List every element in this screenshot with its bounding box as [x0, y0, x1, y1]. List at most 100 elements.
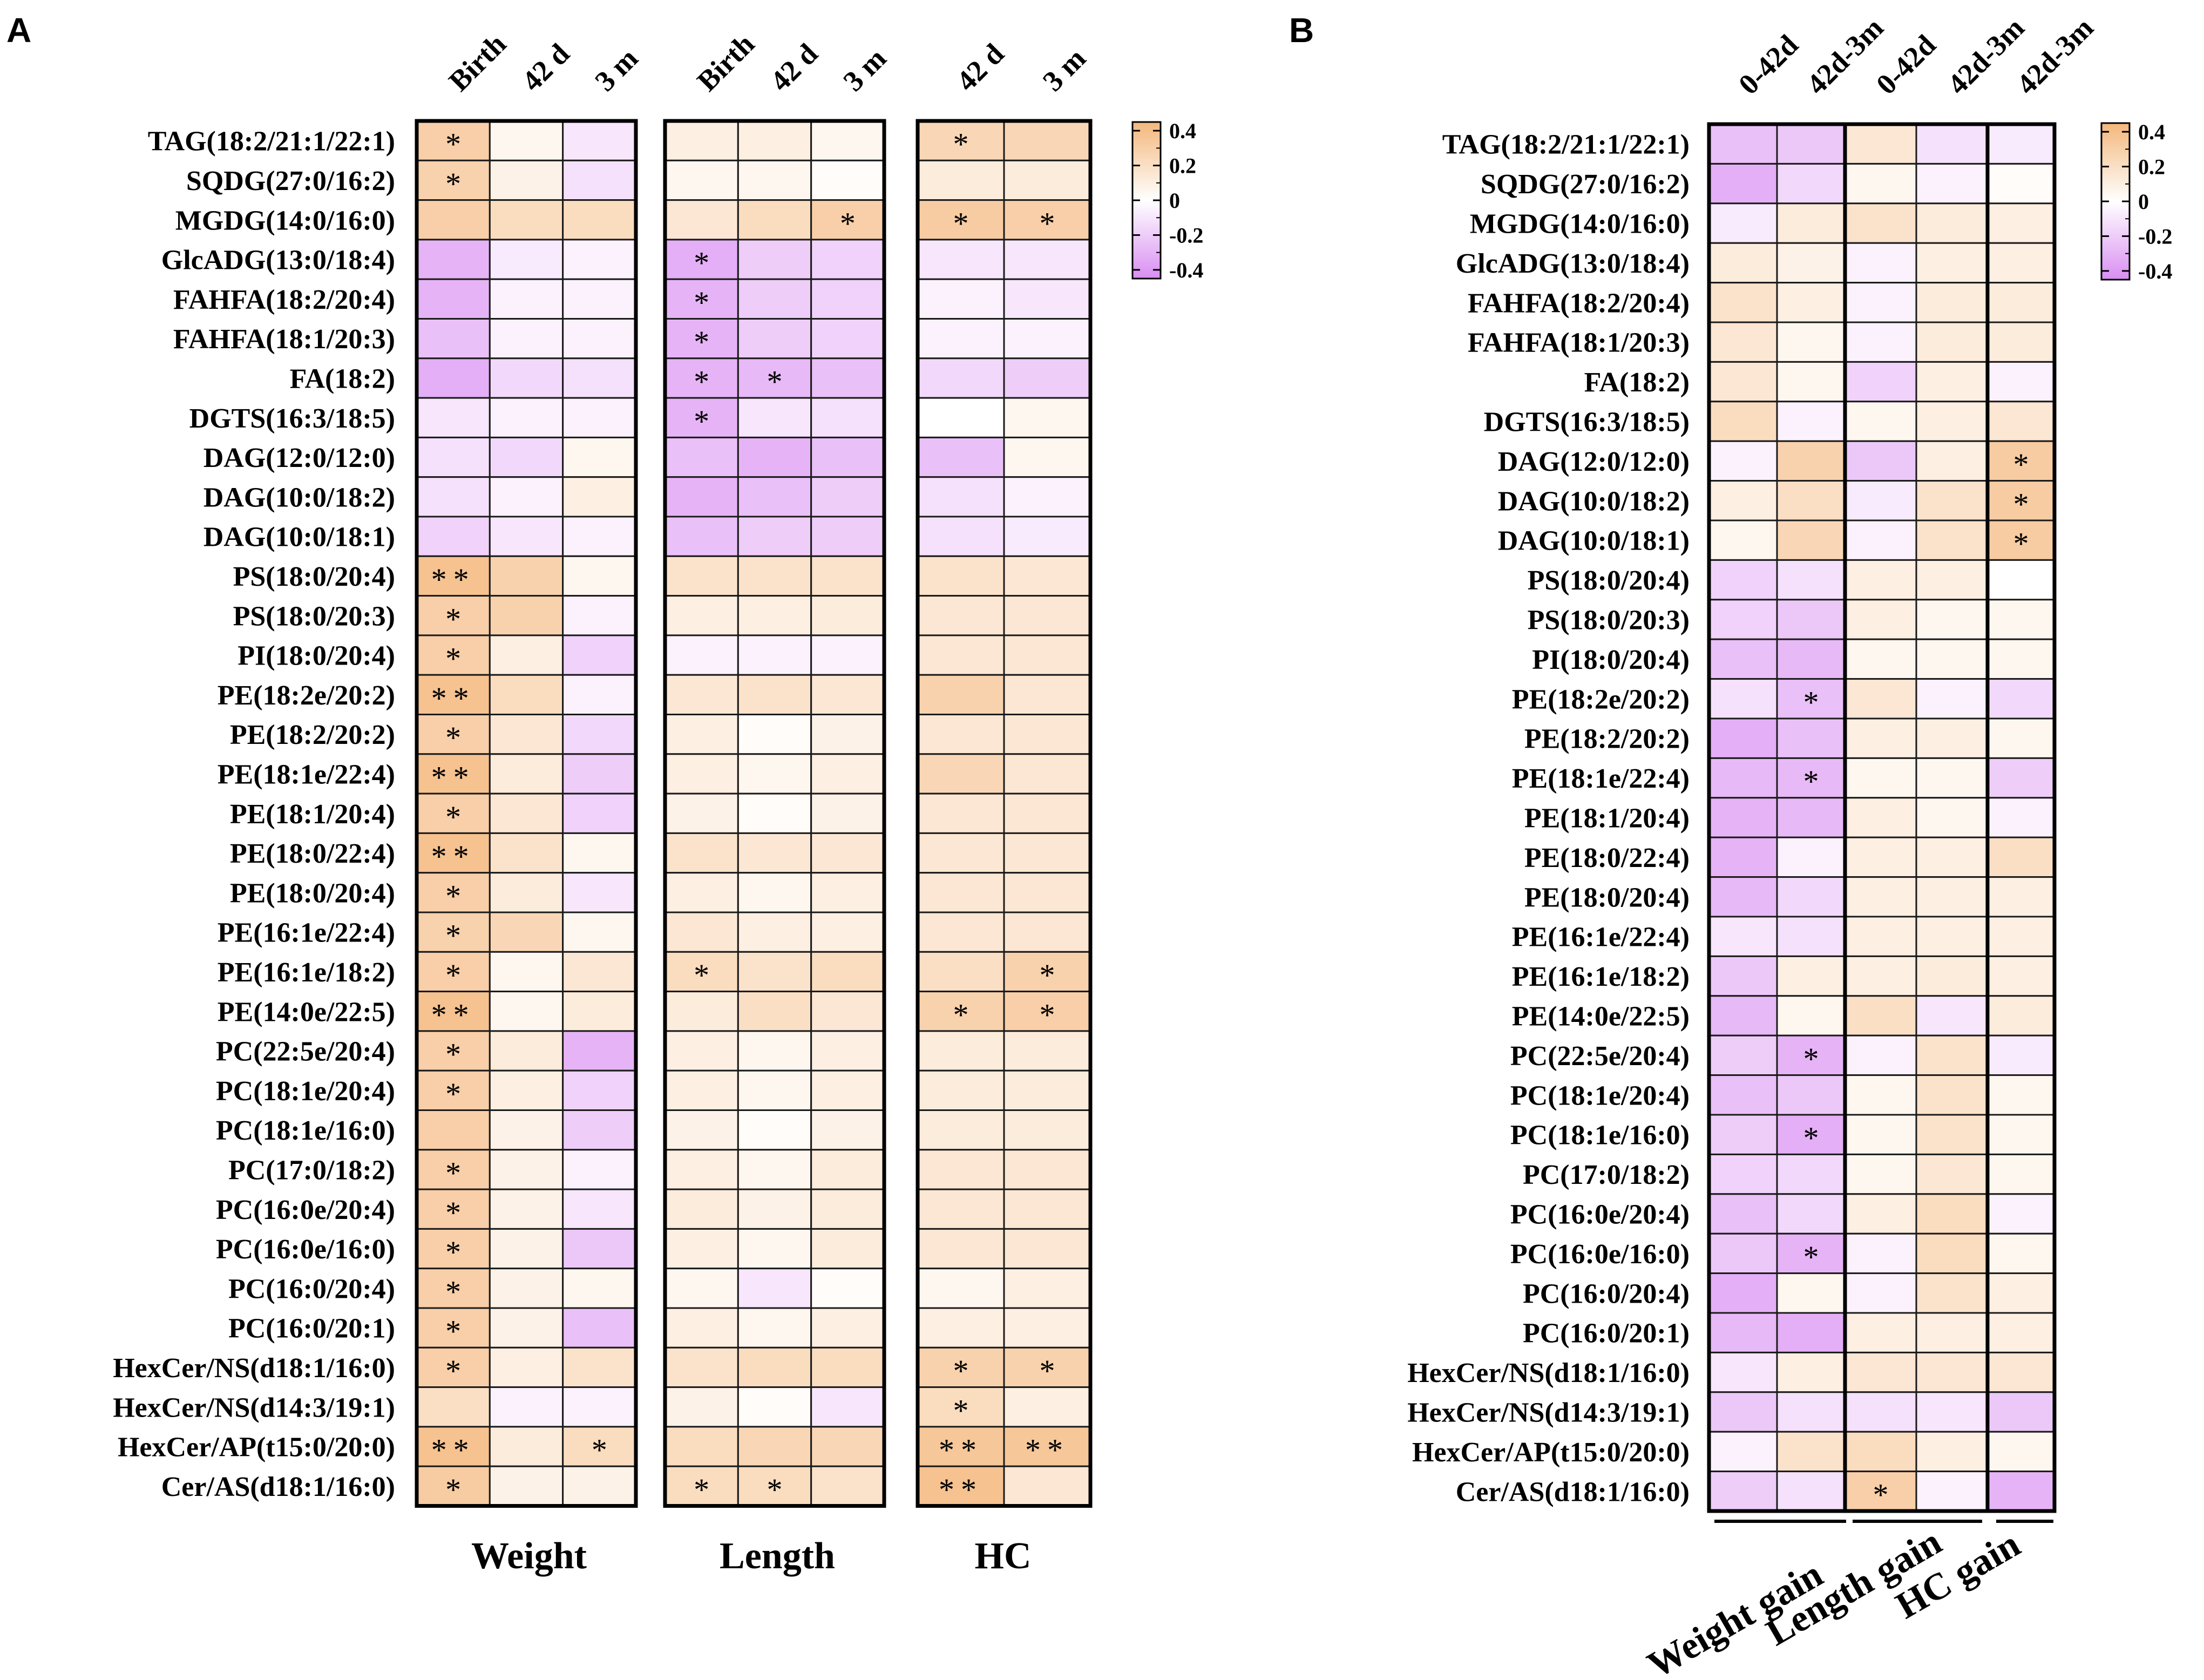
heatmap-cell — [737, 1149, 812, 1190]
heatmap-cell — [1844, 1351, 1917, 1393]
heatmap-cell — [664, 1228, 739, 1270]
heatmap-cell — [664, 1069, 739, 1111]
heatmap-cell — [1986, 1391, 2056, 1433]
heatmap-cell — [917, 1149, 1005, 1190]
heatmap-cell — [489, 199, 564, 241]
heatmap-cell — [917, 1069, 1005, 1111]
row-label: FA(18:2) — [290, 363, 395, 394]
heatmap-cell — [489, 1386, 564, 1428]
heatmap-cell — [489, 1228, 564, 1270]
heatmap-cell — [1776, 361, 1846, 403]
heatmap-cell — [737, 634, 812, 676]
heatmap-cell — [1844, 1114, 1917, 1155]
significance-mark: * — [694, 324, 709, 360]
heatmap-cell — [1844, 717, 1917, 759]
heatmap-cell — [664, 1307, 739, 1349]
heatmap-cell — [1915, 1471, 1989, 1512]
row-label: DAG(12:0/12:0) — [1498, 446, 1690, 477]
heatmap-cell — [737, 674, 812, 715]
heatmap-cell — [810, 278, 885, 320]
heatmap-cell — [917, 674, 1005, 715]
heatmap-block-border — [1985, 122, 2057, 1513]
heatmap-cell — [1915, 995, 1989, 1037]
heatmap-cell — [737, 991, 812, 1032]
heatmap-cell — [1844, 321, 1917, 363]
heatmap-cell — [917, 1307, 1005, 1349]
column-label: 3 m — [588, 42, 644, 98]
row-label: PE(18:0/22:4) — [230, 838, 395, 869]
row-label: DGTS(16:3/18:5) — [189, 403, 395, 434]
significance-mark: * — [445, 1353, 461, 1388]
heatmap-cell — [1844, 123, 1917, 165]
heatmap-cell — [416, 239, 491, 280]
significance-mark: * — [1803, 1121, 1819, 1156]
significance-mark: * — [1803, 1041, 1819, 1076]
significance-mark: * — [445, 1195, 461, 1230]
heatmap-cell — [1003, 357, 1091, 399]
significance-mark: * — [445, 1235, 461, 1270]
heatmap-cell — [1986, 1351, 2056, 1393]
significance-mark: * — [445, 918, 461, 953]
panel-b-letter: B — [1289, 11, 1314, 50]
heatmap-cell — [917, 159, 1005, 201]
heatmap-cell — [1776, 836, 1846, 878]
heatmap-cell — [1986, 1193, 2056, 1235]
heatmap-cell — [1776, 242, 1846, 284]
heatmap-cell — [416, 1030, 491, 1072]
heatmap-cell — [1776, 1312, 1846, 1353]
heatmap-cell — [1844, 1272, 1917, 1314]
heatmap-cell — [1844, 1153, 1917, 1195]
heatmap-cell — [664, 199, 739, 241]
heatmap-cell — [1986, 1272, 2056, 1314]
heatmap-cell — [1708, 599, 1778, 640]
heatmap-cell — [1708, 876, 1778, 918]
row-label: PE(16:1e/22:4) — [218, 918, 395, 949]
heatmap-cell — [1915, 1391, 1989, 1433]
heatmap-cell — [1986, 1074, 2056, 1116]
heatmap-cell — [1708, 1351, 1778, 1393]
heatmap-cell — [917, 714, 1005, 755]
row-label: TAG(18:2/21:1/22:1) — [148, 126, 395, 157]
heatmap-cell — [489, 1188, 564, 1230]
heatmap-cell — [562, 595, 637, 636]
heatmap-cell — [1986, 361, 2056, 403]
heatmap-cell — [1844, 202, 1917, 244]
heatmap-cell — [664, 516, 739, 557]
heatmap-cell — [810, 1069, 885, 1111]
heatmap-cell — [1915, 440, 1989, 482]
heatmap-cell — [1915, 1312, 1989, 1353]
heatmap-cell — [1708, 242, 1778, 284]
significance-mark: * — [1803, 685, 1819, 720]
heatmap-cell — [562, 991, 637, 1032]
heatmap-cell — [810, 476, 885, 518]
heatmap-cell — [1708, 282, 1778, 323]
heatmap-cell — [810, 714, 885, 755]
heatmap-cell — [489, 792, 564, 834]
heatmap-cell — [664, 634, 739, 676]
significance-mark: * — [767, 1472, 783, 1507]
heatmap-cell — [810, 674, 885, 715]
heatmap-cell — [664, 1426, 739, 1467]
heatmap-cell — [1986, 1431, 2056, 1473]
heatmap-cell — [1708, 678, 1778, 720]
row-label: PE(18:1e/22:4) — [1512, 763, 1690, 794]
heatmap-cell — [1915, 916, 1989, 957]
heatmap-cell — [810, 951, 885, 993]
significance-mark: * — [953, 127, 969, 162]
heatmap-cell — [664, 792, 739, 834]
heatmap-cell — [562, 239, 637, 280]
row-label: PE(18:2/20:2) — [230, 720, 395, 750]
row-label: PE(18:2/20:2) — [1524, 724, 1690, 755]
heatmap-cell — [562, 159, 637, 201]
heatmap-cell — [1844, 1074, 1917, 1116]
significance-mark: * — [694, 246, 709, 281]
heatmap-cell — [1003, 1228, 1091, 1270]
heatmap-cell — [1915, 836, 1989, 878]
heatmap-cell — [737, 1465, 812, 1507]
heatmap-cell — [562, 1307, 637, 1349]
heatmap-cell — [1003, 318, 1091, 360]
heatmap-cell — [810, 436, 885, 478]
heatmap-cell — [1986, 916, 2056, 957]
heatmap-cell — [1776, 1034, 1846, 1076]
